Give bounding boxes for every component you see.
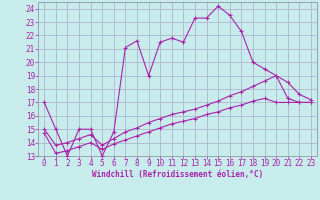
X-axis label: Windchill (Refroidissement éolien,°C): Windchill (Refroidissement éolien,°C) xyxy=(92,170,263,179)
